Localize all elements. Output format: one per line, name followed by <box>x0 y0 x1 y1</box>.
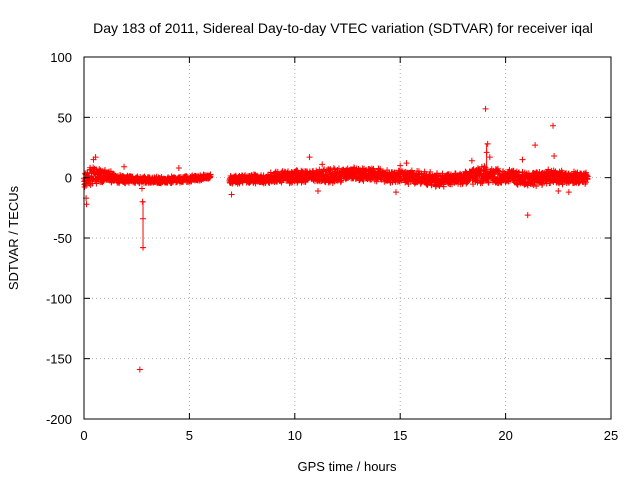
y-tick-label: 50 <box>58 110 72 125</box>
data-point <box>582 179 589 186</box>
y-tick-label: -50 <box>53 231 72 246</box>
outlier-point <box>482 105 489 112</box>
data-point <box>335 165 342 172</box>
x-tick-label: 15 <box>393 428 407 443</box>
outlier-point <box>140 244 147 251</box>
data-point <box>421 168 428 175</box>
outlier-point <box>486 154 493 161</box>
chart-title: Day 183 of 2011, Sidereal Day-to-day VTE… <box>93 20 593 36</box>
axis-ticks <box>83 56 612 420</box>
outlier-point <box>83 201 90 208</box>
x-tick-label: 10 <box>288 428 302 443</box>
outlier-point <box>468 157 475 164</box>
data-point <box>338 177 345 184</box>
y-tick-label: 0 <box>65 171 72 186</box>
data-point <box>533 183 540 190</box>
outlier-point <box>121 163 128 170</box>
data-point <box>485 179 492 186</box>
y-tick-label: -150 <box>46 352 72 367</box>
outlier-point <box>519 156 526 163</box>
data-point <box>207 171 214 178</box>
x-tick-label: 0 <box>80 428 87 443</box>
outlier-point <box>175 165 182 172</box>
data-point <box>584 173 591 180</box>
outlier-point <box>555 187 562 194</box>
data-point <box>368 176 375 183</box>
outlier-point <box>483 149 490 156</box>
data-point <box>360 177 367 184</box>
data-point <box>330 165 337 172</box>
outlier-point <box>532 142 539 149</box>
outlier-point <box>228 191 235 198</box>
outlier-point <box>484 140 491 147</box>
y-tick-label: -200 <box>46 412 72 427</box>
outlier-point <box>136 366 143 373</box>
y-tick-label: 100 <box>50 50 72 65</box>
outlier-point <box>392 189 399 196</box>
outlier-point <box>92 154 99 161</box>
x-tick-label: 25 <box>604 428 618 443</box>
outlier-point <box>551 152 558 159</box>
data-point <box>81 184 88 191</box>
data-point <box>516 169 523 176</box>
data-series <box>80 105 591 373</box>
outlier-point <box>550 122 557 129</box>
outlier-point <box>140 215 147 222</box>
tick-labels: 0 5 10 15 20 25 100 50 0 -50 -100 -150 -200 <box>46 50 618 443</box>
x-axis-label: GPS time / hours <box>298 459 397 474</box>
x-tick-label: 20 <box>498 428 512 443</box>
outlier-point <box>139 198 146 205</box>
outlier-point <box>138 185 145 192</box>
y-axis-label: SDTVAR / TECUs <box>6 185 21 290</box>
outlier-point <box>397 162 404 169</box>
outlier-point <box>565 189 572 196</box>
y-tick-label: -100 <box>46 291 72 306</box>
grid-lines <box>84 57 611 419</box>
data-point <box>107 168 114 175</box>
outlier-point <box>403 160 410 167</box>
outlier-point <box>524 212 531 219</box>
data-point <box>101 167 108 174</box>
outlier-point <box>314 187 321 194</box>
data-point <box>574 169 581 176</box>
plot-frame <box>83 56 612 420</box>
data-point <box>310 168 317 175</box>
data-point <box>93 180 100 187</box>
outlier-point <box>319 161 326 168</box>
data-point <box>440 183 447 190</box>
x-tick-label: 5 <box>186 428 193 443</box>
outlier-point <box>306 154 313 161</box>
data-point <box>427 169 434 176</box>
